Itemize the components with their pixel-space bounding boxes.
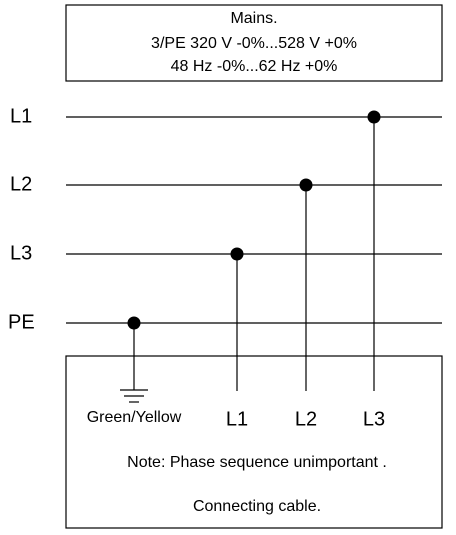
cable-note: Note: Phase sequence unimportant . [127,454,387,471]
junction [367,110,381,124]
bus-label: PE [8,311,35,333]
mains-voltage: 3/PE 320 V -0%...528 V +0% [151,35,357,52]
cable-title: Connecting cable. [193,498,321,515]
mains-title: Mains. [230,10,277,27]
ground-symbol [120,389,148,403]
junction [127,316,141,330]
mains-box [65,4,443,82]
bus-label: L3 [10,242,32,264]
junction [299,178,313,192]
junction [230,247,244,261]
terminal-label: L2 [295,408,317,430]
bus-label: L2 [10,173,32,195]
terminal-label: Green/Yellow [87,409,182,426]
terminal-label: L1 [226,408,248,430]
terminal-label: L3 [363,408,385,430]
bus-label: L1 [10,105,32,127]
mains-frequency: 48 Hz -0%...62 Hz +0% [171,58,338,75]
cable-box [65,355,443,529]
